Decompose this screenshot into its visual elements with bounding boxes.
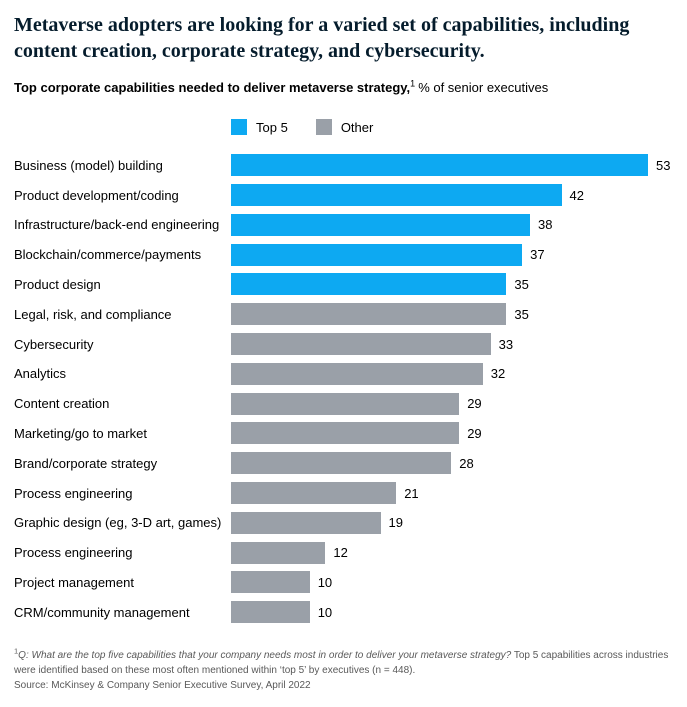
chart-subtitle-bold: Top corporate capabilities needed to del…	[14, 79, 411, 95]
source-line: Source: McKinsey & Company Senior Execut…	[14, 680, 311, 692]
chart-row: Legal, risk, and compliance 35	[14, 299, 673, 329]
value-label: 38	[538, 217, 553, 233]
chart-row: Analytics 32	[14, 359, 673, 389]
legend-item-other: Other	[315, 119, 374, 136]
category-label: Infrastructure/back-end engineering	[14, 217, 220, 233]
bar	[231, 333, 491, 356]
bar-chart: Business (model) building 53 Product devel…	[14, 150, 673, 627]
category-label: Blockchain/commerce/payments	[14, 247, 202, 263]
chart-row: Blockchain/commerce/payments 37	[14, 240, 673, 270]
legend: Top 5 Other	[231, 119, 673, 136]
footnote: 1Q: What are the top five capabilities t…	[14, 648, 673, 678]
value-label: 53	[656, 157, 671, 173]
value-label: 33	[498, 336, 514, 352]
bar	[231, 154, 648, 177]
bar	[231, 273, 507, 296]
category-label: Marketing/go to market	[14, 425, 147, 441]
value-label: 28	[459, 455, 474, 471]
bar	[231, 422, 460, 445]
chart-row: Marketing/go to market 29	[14, 419, 673, 449]
bar	[231, 392, 460, 415]
value-label: 37	[530, 247, 545, 263]
notes-block: 1Q: What are the top five capabilities t…	[14, 648, 673, 693]
footnote-marker: 1	[14, 646, 19, 656]
category-label: Process engineering	[14, 545, 133, 561]
bar	[231, 303, 507, 326]
chart-row: CRM/community management 10	[14, 597, 673, 627]
chart-row: Infrastructure/back-end engineering 38	[14, 210, 673, 240]
subtitle-footnote-marker: 1	[410, 78, 416, 89]
value-label: 21	[404, 485, 419, 501]
bar	[231, 511, 381, 534]
category-label: Process engineering	[14, 485, 133, 501]
value-label: 29	[467, 396, 482, 412]
value-label: 35	[514, 276, 529, 292]
category-label: CRM/community management	[14, 604, 190, 620]
bar	[231, 243, 523, 266]
legend-item-top5: Top 5	[231, 119, 288, 136]
value-label: 10	[317, 604, 333, 620]
bar	[231, 452, 452, 475]
category-label: Analytics	[14, 366, 67, 382]
chart-row: Process engineering 21	[14, 478, 673, 508]
bar	[231, 213, 530, 236]
chart-row: Brand/corporate strategy 28	[14, 448, 673, 478]
legend-swatch-top5	[231, 119, 247, 136]
chart-subtitle-unit: % of senior executives	[418, 79, 549, 95]
bar	[231, 601, 310, 624]
footnote-rest: Top 5 capabilities across industries wer…	[14, 650, 669, 677]
chart-row: Product design 35	[14, 270, 673, 300]
chart-row: Content creation 29	[14, 389, 673, 419]
category-label: Content creation	[14, 396, 110, 412]
legend-label-other: Other	[340, 119, 374, 135]
chart-row: Graphic design (eg, 3-D art, games) 19	[14, 508, 673, 538]
bar	[231, 482, 397, 505]
value-label: 35	[514, 306, 529, 322]
value-label: 29	[467, 425, 482, 441]
legend-label-top5: Top 5	[256, 119, 288, 135]
footnote-question: Q: What are the top five capabilities th…	[18, 650, 512, 662]
chart-row: Cybersecurity 33	[14, 329, 673, 359]
chart-subtitle: Top corporate capabilities needed to del…	[14, 78, 673, 96]
bar	[231, 571, 310, 594]
legend-swatch-other	[315, 119, 332, 136]
category-label: Brand/corporate strategy	[14, 455, 158, 471]
category-label: Project management	[14, 574, 134, 590]
category-label: Graphic design (eg, 3-D art, games)	[14, 515, 222, 531]
bar	[231, 541, 326, 564]
value-label: 32	[490, 366, 506, 382]
chart-row: Project management 10	[14, 568, 673, 598]
value-label: 10	[317, 574, 333, 590]
chart-row: Process engineering 12	[14, 538, 673, 568]
category-label: Legal, risk, and compliance	[14, 306, 172, 322]
category-label: Cybersecurity	[14, 336, 94, 352]
chart-row: Business (model) building 53	[14, 150, 673, 180]
value-label: 19	[388, 515, 403, 531]
category-label: Business (model) building	[14, 157, 163, 173]
chart-row: Product development/coding 42	[14, 180, 673, 210]
category-label: Product development/coding	[14, 187, 179, 203]
category-label: Product design	[14, 276, 101, 292]
value-label: 12	[333, 545, 348, 561]
bar	[231, 184, 562, 207]
bar	[231, 362, 483, 385]
exhibit-title: Metaverse adopters are looking for a var…	[14, 14, 630, 63]
value-label: 42	[569, 187, 584, 203]
